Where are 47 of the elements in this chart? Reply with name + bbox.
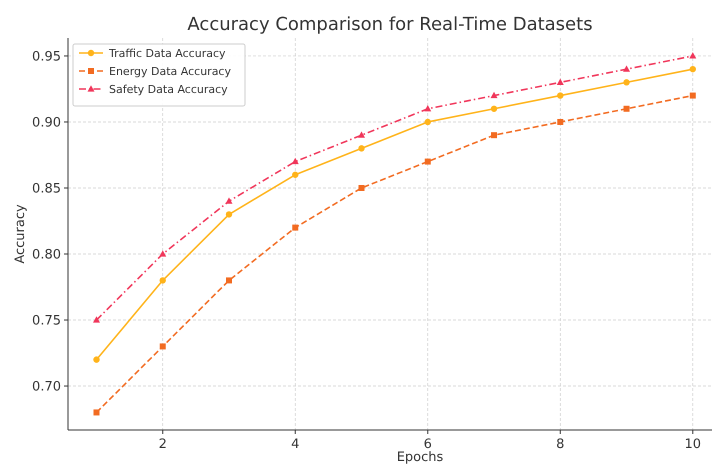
y-tick-label: 0.90 — [32, 115, 61, 130]
legend-label: Energy Data Accuracy — [109, 65, 232, 78]
point — [292, 224, 298, 231]
point — [624, 106, 630, 112]
point — [160, 277, 166, 284]
y-tick-label: 0.75 — [32, 314, 61, 329]
point — [424, 104, 432, 112]
point — [160, 343, 166, 350]
point — [226, 277, 232, 284]
point — [226, 211, 232, 218]
point — [424, 118, 431, 126]
x-tick-label: 8 — [556, 437, 564, 452]
point — [93, 409, 100, 416]
point — [93, 356, 100, 363]
point — [358, 145, 365, 152]
point — [159, 250, 166, 257]
x-axis-title: Epochs — [396, 450, 444, 464]
point — [358, 184, 365, 191]
point — [292, 158, 299, 164]
chart-title: Accuracy Comparison for Real-Time Datasets — [187, 14, 593, 35]
y-axis-title: Accuracy — [13, 204, 28, 264]
point — [556, 78, 564, 85]
y-tick-label: 0.70 — [32, 380, 61, 395]
point — [358, 131, 366, 138]
x-tick-label: 6 — [424, 437, 432, 452]
point — [623, 79, 630, 86]
y-tick-label: 0.95 — [32, 49, 61, 64]
point — [292, 172, 298, 178]
y-tick-label: 0.80 — [32, 248, 61, 263]
x-tick-label: 2 — [158, 437, 167, 452]
point — [490, 106, 498, 112]
point — [557, 92, 564, 99]
y-tick-label: 0.85 — [32, 181, 61, 196]
point — [690, 66, 696, 72]
point — [490, 92, 498, 98]
point — [623, 65, 630, 72]
point — [557, 118, 564, 125]
point — [689, 52, 696, 59]
x-tick-label: 4 — [291, 437, 300, 452]
point — [226, 197, 232, 204]
point — [690, 92, 696, 99]
legend-label: Safety Data Accuracy — [109, 83, 228, 96]
x-tick-label: 10 — [684, 437, 702, 452]
point — [424, 158, 431, 165]
point — [491, 132, 498, 138]
legend-label: Traffic Data Accuracy — [108, 47, 226, 60]
point — [92, 316, 100, 323]
